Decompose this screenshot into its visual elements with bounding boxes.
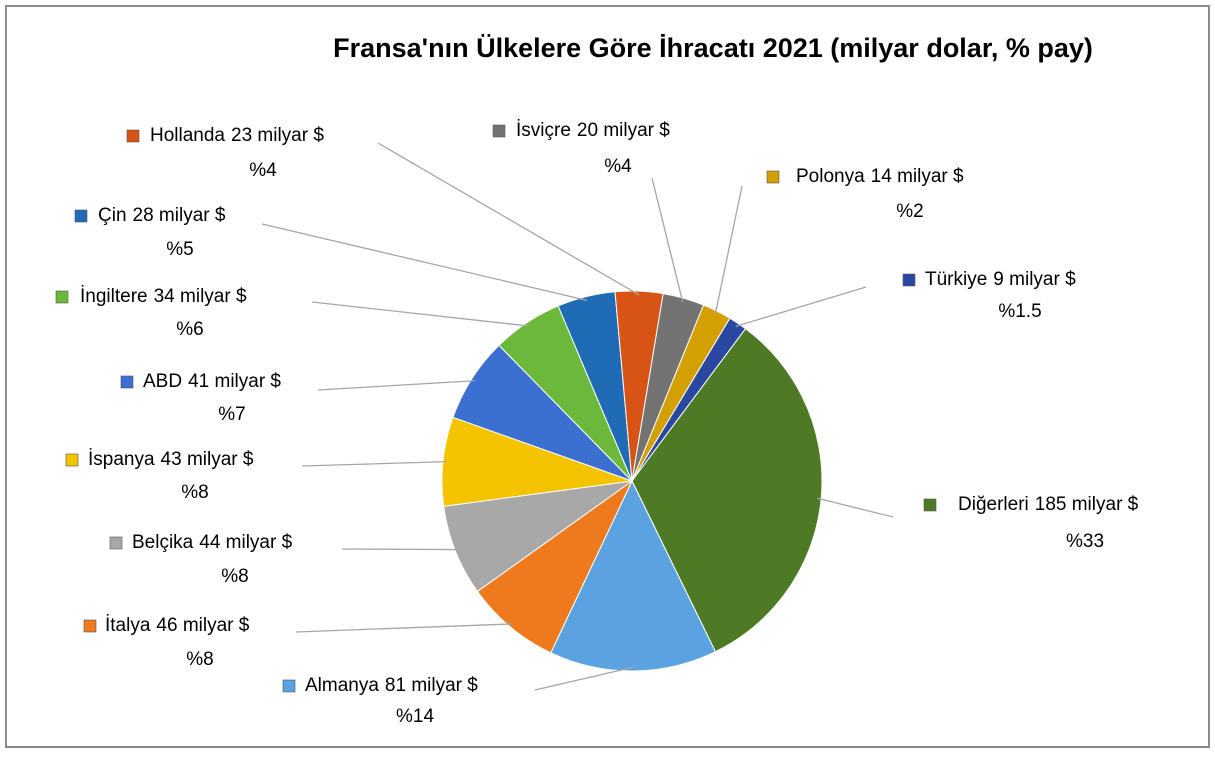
legend-marker [902, 273, 916, 287]
leader-line [317, 380, 476, 391]
category-label: İngiltere [80, 286, 148, 307]
data-label: İtalya 46 milyar $ [105, 615, 250, 636]
value-label: 28 milyar $ [133, 205, 226, 226]
percentage-label: %4 [249, 160, 277, 181]
leader-line [301, 461, 447, 467]
legend-marker [766, 170, 780, 184]
leader-line [341, 548, 459, 551]
legend-marker [923, 498, 937, 512]
value-label: 43 milyar $ [161, 449, 254, 470]
data-label: Almanya 81 milyar $ [305, 675, 478, 696]
percentage-label: %33 [1066, 531, 1104, 552]
chart-title: Fransa'nın Ülkelere Göre İhracatı 2021 (… [333, 33, 1093, 63]
data-label: Diğerleri 185 milyar $ [958, 494, 1139, 515]
category-label: Belçika [132, 532, 194, 553]
data-label: Hollanda 23 milyar $ [150, 125, 324, 146]
pie-slice [550, 479, 717, 672]
percentage-label: %8 [181, 482, 208, 503]
percentage-label: %7 [218, 404, 245, 425]
leader-line [377, 142, 640, 296]
pie-slice [443, 480, 633, 593]
legend-marker [74, 209, 88, 223]
legend-marker [65, 453, 79, 467]
data-label: İsviçre 20 milyar $ [516, 120, 670, 141]
percentage-label: %2 [896, 201, 923, 222]
leader-line [714, 185, 743, 315]
data-label: İspanya 43 milyar $ [88, 449, 254, 470]
pie-slice [476, 479, 634, 654]
category-label: Türkiye [925, 269, 987, 290]
value-label: 23 milyar $ [231, 125, 324, 146]
value-label: 34 milyar $ [154, 286, 247, 307]
category-label: Almanya [305, 675, 379, 696]
legend-marker [126, 129, 140, 143]
category-label: ABD [143, 371, 182, 392]
data-label: Türkiye 9 milyar $ [925, 269, 1076, 290]
leader-line [311, 301, 529, 327]
pie-slice [631, 304, 731, 482]
percentage-label: %14 [396, 706, 434, 727]
value-label: 9 milyar $ [993, 269, 1076, 290]
legend-marker [492, 124, 506, 138]
data-label: Çin 28 milyar $ [98, 205, 226, 226]
category-label: Çin [98, 205, 127, 226]
category-label: Hollanda [150, 125, 225, 146]
data-label: Polonya 14 milyar $ [796, 166, 964, 187]
percentage-label: %8 [186, 649, 213, 670]
value-label: 81 milyar $ [385, 675, 478, 696]
percentage-label: %8 [221, 566, 248, 587]
leader-line [261, 223, 588, 301]
category-label: İsviçre [516, 120, 571, 141]
leader-line [735, 286, 867, 327]
leader-line [817, 497, 894, 518]
data-label: ABD 41 milyar $ [143, 371, 281, 392]
legend-marker [282, 679, 296, 693]
leader-line [295, 623, 513, 633]
legend-marker [120, 375, 134, 389]
category-label: Polonya [796, 166, 865, 187]
value-label: 41 milyar $ [188, 371, 281, 392]
value-label: 46 milyar $ [156, 615, 249, 636]
value-label: 44 milyar $ [199, 532, 292, 553]
legend-marker [55, 290, 69, 304]
data-label: İngiltere 34 milyar $ [80, 286, 247, 307]
legend-marker [109, 536, 123, 550]
category-label: İtalya [105, 615, 151, 636]
percentage-label: %4 [604, 156, 632, 177]
leader-line [651, 177, 684, 302]
category-label: Diğerleri [958, 494, 1029, 515]
legend-marker [83, 619, 97, 633]
value-label: 14 milyar $ [871, 166, 964, 187]
leader-line [534, 666, 634, 691]
percentage-label: %1.5 [998, 301, 1041, 322]
data-label: Belçika 44 milyar $ [132, 532, 293, 553]
percentage-label: %5 [166, 239, 193, 260]
percentage-label: %6 [176, 319, 203, 340]
value-label: 20 milyar $ [577, 120, 670, 141]
category-label: İspanya [88, 449, 155, 470]
value-label: 185 milyar $ [1035, 494, 1139, 515]
